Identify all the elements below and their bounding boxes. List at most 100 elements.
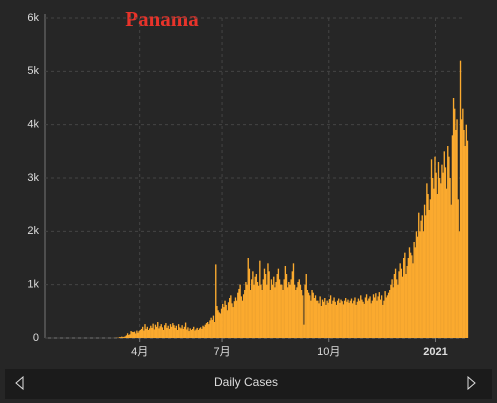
- bar: [293, 284, 296, 338]
- bar: [180, 328, 182, 338]
- bar: [408, 247, 411, 338]
- bar: [454, 108, 456, 339]
- bar: [244, 290, 246, 338]
- bar: [270, 279, 273, 338]
- bar: [300, 290, 303, 338]
- bar: [306, 290, 309, 338]
- bar: [336, 300, 339, 338]
- bar: [274, 287, 276, 338]
- bar: [121, 336, 123, 338]
- bar: [125, 335, 128, 338]
- bar: [124, 336, 126, 338]
- bar: [147, 330, 150, 338]
- bar: [200, 327, 202, 338]
- bar: [426, 183, 428, 338]
- bar: [263, 268, 266, 338]
- bar: [275, 282, 277, 338]
- bar: [135, 333, 137, 338]
- bar: [271, 284, 274, 338]
- bar: [196, 327, 198, 338]
- bar: [137, 332, 139, 338]
- bar: [273, 276, 275, 338]
- bar: [399, 263, 401, 338]
- bar: [429, 199, 432, 338]
- bar: [360, 295, 362, 338]
- bar: [254, 276, 256, 338]
- bar: [389, 290, 391, 338]
- bar: [466, 140, 469, 338]
- bar: [355, 304, 357, 338]
- bar: [202, 325, 204, 338]
- bar: [449, 178, 451, 338]
- bar: [188, 331, 190, 338]
- bar: [266, 284, 268, 338]
- bar: [171, 326, 173, 338]
- bar: [230, 295, 232, 338]
- bar: [321, 299, 324, 338]
- bar: [401, 276, 404, 338]
- bar: [332, 300, 334, 338]
- bar: [430, 159, 433, 338]
- bar: [242, 294, 245, 338]
- bar: [248, 268, 251, 338]
- bar: [122, 337, 124, 338]
- bar: [169, 324, 172, 338]
- y-tick-label: 3k: [27, 172, 39, 184]
- bar: [183, 326, 186, 338]
- bar: [287, 287, 289, 338]
- bar: [324, 298, 326, 338]
- bar: [260, 284, 262, 338]
- bar: [235, 300, 238, 338]
- bar: [369, 296, 371, 338]
- bar: [167, 325, 169, 338]
- bar: [179, 327, 181, 338]
- chart-title: Panama: [125, 7, 199, 31]
- bar: [398, 271, 400, 338]
- bar: [198, 328, 201, 338]
- bar: [400, 268, 403, 338]
- bar: [239, 284, 241, 338]
- bar: [175, 325, 177, 338]
- bar: [245, 282, 247, 338]
- bar: [436, 194, 438, 338]
- series-label[interactable]: Daily Cases: [214, 375, 278, 389]
- bar: [377, 296, 379, 338]
- prev-button[interactable]: [15, 375, 24, 391]
- bar: [367, 300, 369, 338]
- x-tick-label: 10月: [317, 346, 340, 358]
- bar: [158, 328, 160, 338]
- bar: [383, 300, 385, 338]
- bar: [269, 290, 271, 338]
- bar: [186, 329, 188, 338]
- bar: [281, 284, 283, 338]
- bar: [251, 279, 253, 338]
- bar: [162, 330, 165, 338]
- bar: [237, 292, 239, 338]
- bar: [458, 231, 461, 338]
- bar: [193, 326, 195, 338]
- bar: [409, 252, 412, 338]
- bar: [442, 172, 444, 338]
- bar: [217, 310, 219, 338]
- next-button[interactable]: [467, 375, 476, 391]
- bar: [209, 320, 211, 338]
- bar: [216, 306, 218, 338]
- bar: [464, 146, 466, 338]
- bar: [261, 290, 263, 338]
- bar: [422, 231, 425, 338]
- bar: [211, 319, 213, 338]
- bar: [354, 297, 356, 338]
- x-tick-label: 4月: [131, 346, 148, 358]
- bar: [210, 317, 212, 338]
- bar: [435, 172, 437, 338]
- bar: [136, 330, 138, 338]
- bar: [159, 326, 161, 338]
- bar: [176, 330, 179, 338]
- bar: [146, 326, 148, 338]
- bar: [303, 324, 305, 338]
- bar: [278, 279, 281, 338]
- bar: [213, 322, 216, 338]
- bar: [142, 326, 144, 338]
- bar: [126, 333, 129, 338]
- bar: [144, 324, 146, 338]
